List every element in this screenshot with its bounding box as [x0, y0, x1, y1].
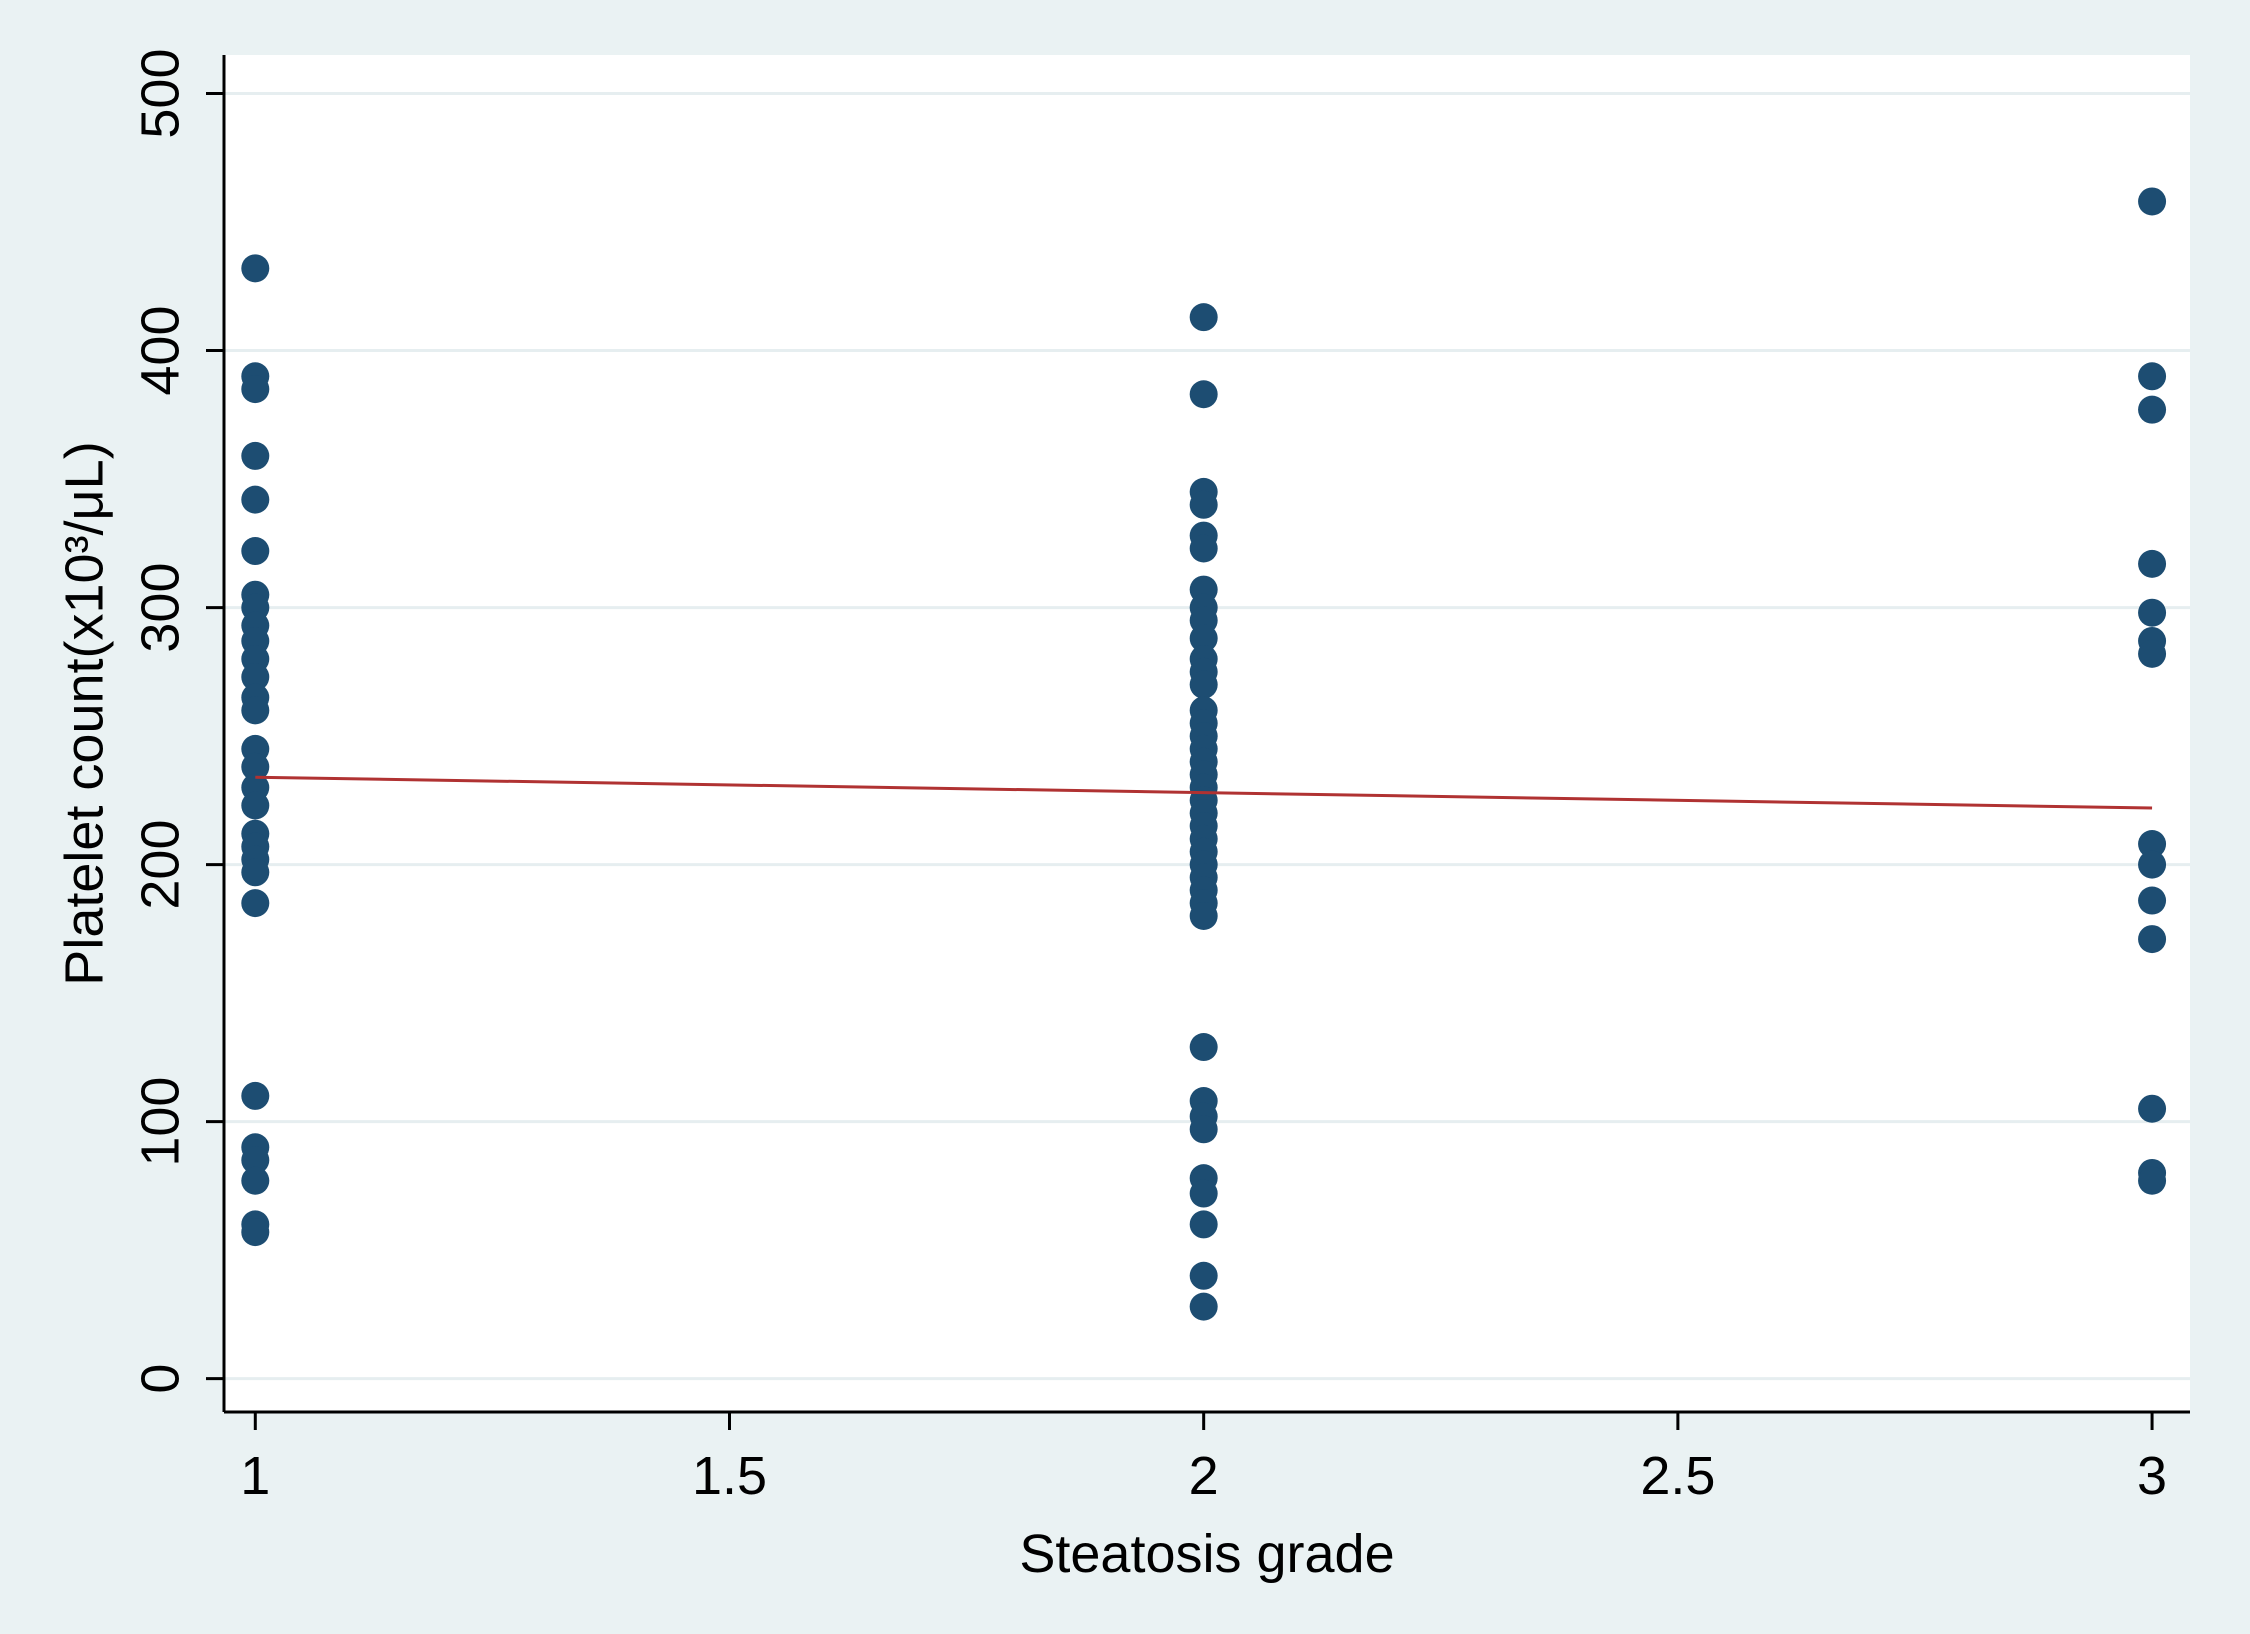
data-point — [1189, 670, 1218, 699]
data-point — [1189, 490, 1218, 519]
data-point — [1189, 901, 1218, 930]
data-point — [2138, 598, 2167, 627]
data-point — [241, 254, 270, 283]
y-tick-label: 0 — [130, 1364, 190, 1394]
data-point — [2138, 850, 2167, 879]
data-point — [1189, 1292, 1218, 1321]
data-point — [2138, 886, 2167, 915]
data-point — [2138, 362, 2167, 391]
data-point — [2138, 549, 2167, 578]
data-point — [2138, 830, 2167, 859]
data-point — [2138, 1094, 2167, 1123]
data-point — [241, 662, 270, 691]
y-axis-title: Platelet count(x10³/μL) — [54, 441, 114, 985]
data-point — [1189, 624, 1218, 653]
data-point — [241, 696, 270, 725]
data-points — [241, 187, 2167, 1321]
data-point — [241, 1081, 270, 1110]
x-tick-label: 3 — [2137, 1446, 2167, 1506]
data-point — [1189, 1210, 1218, 1239]
data-point — [1189, 534, 1218, 563]
data-point — [241, 1146, 270, 1175]
data-point — [241, 375, 270, 404]
data-point — [2138, 1166, 2167, 1195]
y-tick-label: 300 — [130, 563, 190, 653]
y-tick-label: 400 — [130, 306, 190, 396]
data-point — [2138, 395, 2167, 424]
x-tick-label: 2 — [1189, 1446, 1219, 1506]
data-point — [241, 441, 270, 470]
data-point — [241, 791, 270, 820]
y-tick-label: 100 — [130, 1077, 190, 1167]
data-point — [241, 1218, 270, 1247]
fit-line — [255, 775, 2153, 810]
data-point — [2138, 187, 2167, 216]
x-axis-ticks: 1 1.5 2 2.5 3 — [240, 1412, 2167, 1506]
fit-line-group — [255, 775, 2153, 810]
x-tick-label: 2.5 — [1640, 1446, 1715, 1506]
data-point — [2138, 639, 2167, 668]
data-point — [1189, 1261, 1218, 1290]
data-point — [241, 889, 270, 918]
y-tick-label: 500 — [130, 48, 190, 138]
x-tick-label: 1 — [240, 1446, 270, 1506]
data-point — [2138, 925, 2167, 954]
data-point — [241, 1166, 270, 1195]
data-point — [1189, 380, 1218, 409]
data-point — [1189, 303, 1218, 332]
y-tick-label: 200 — [130, 820, 190, 910]
data-point — [241, 858, 270, 887]
data-point — [1189, 1179, 1218, 1208]
data-point — [1189, 1033, 1218, 1062]
data-point — [241, 485, 270, 514]
x-axis-title: Steatosis grade — [1019, 1524, 1394, 1584]
data-point — [241, 752, 270, 781]
x-tick-label: 1.5 — [692, 1446, 767, 1506]
y-axis-ticks: 0 100 200 300 400 500 — [130, 48, 224, 1394]
data-point — [1189, 1115, 1218, 1144]
data-point — [241, 537, 270, 566]
